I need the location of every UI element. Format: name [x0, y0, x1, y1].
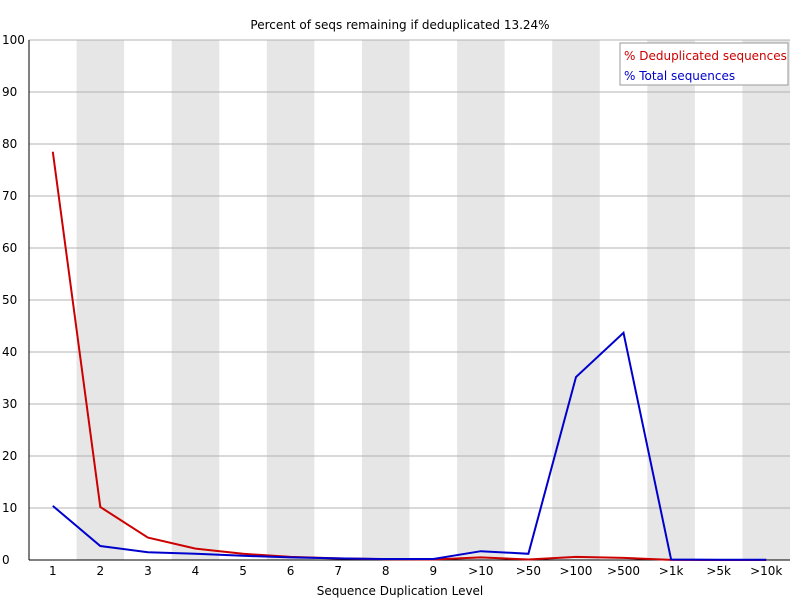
x-tick-label: 1 [49, 564, 57, 578]
x-tick-label: >10 [468, 564, 493, 578]
y-tick-label: 60 [2, 241, 17, 255]
legend-box [619, 42, 789, 86]
y-tick-label: 40 [2, 345, 17, 359]
x-tick-label: >500 [607, 564, 640, 578]
y-tick-label: 30 [2, 397, 17, 411]
y-tick-label: 80 [2, 137, 17, 151]
x-tick-label: >5k [706, 564, 731, 578]
x-tick-label: >1k [659, 564, 684, 578]
x-tick-label: 5 [239, 564, 247, 578]
y-tick-label: 70 [2, 189, 17, 203]
y-tick-label: 10 [2, 501, 17, 515]
y-tick-label: 50 [2, 293, 17, 307]
x-tick-label: 8 [382, 564, 390, 578]
legend: % Deduplicated sequences % Total sequenc… [619, 42, 789, 86]
x-tick-label: 7 [334, 564, 342, 578]
chart-title: Percent of seqs remaining if deduplicate… [250, 18, 549, 32]
x-tick-label: 2 [97, 564, 105, 578]
legend-entry-total: % Total sequences [624, 69, 735, 83]
x-axis-label: Sequence Duplication Level [317, 584, 484, 598]
x-tick-label: >10k [750, 564, 782, 578]
x-tick-label: 3 [144, 564, 152, 578]
y-tick-label: 0 [2, 553, 10, 567]
total-series-line [52, 330, 767, 561]
y-tick-label: 20 [2, 449, 17, 463]
series-lines [51, 151, 767, 561]
x-tick-labels: 1 2 3 4 5 6 7 8 9 >10 >50 >100 >500 >1k >5k >10k [49, 564, 782, 578]
y-tick-labels: 0 10 20 30 40 50 60 70 80 90 100 [2, 33, 25, 567]
x-tick-label: 6 [287, 564, 295, 578]
legend-entry-deduplicated: % Deduplicated sequences [624, 49, 787, 63]
x-tick-label: >50 [516, 564, 541, 578]
y-tick-label: 100 [2, 33, 25, 47]
x-tick-label: 4 [192, 564, 200, 578]
x-tick-label: >100 [559, 564, 592, 578]
y-tick-label: 90 [2, 85, 17, 99]
x-tick-label: 9 [429, 564, 437, 578]
